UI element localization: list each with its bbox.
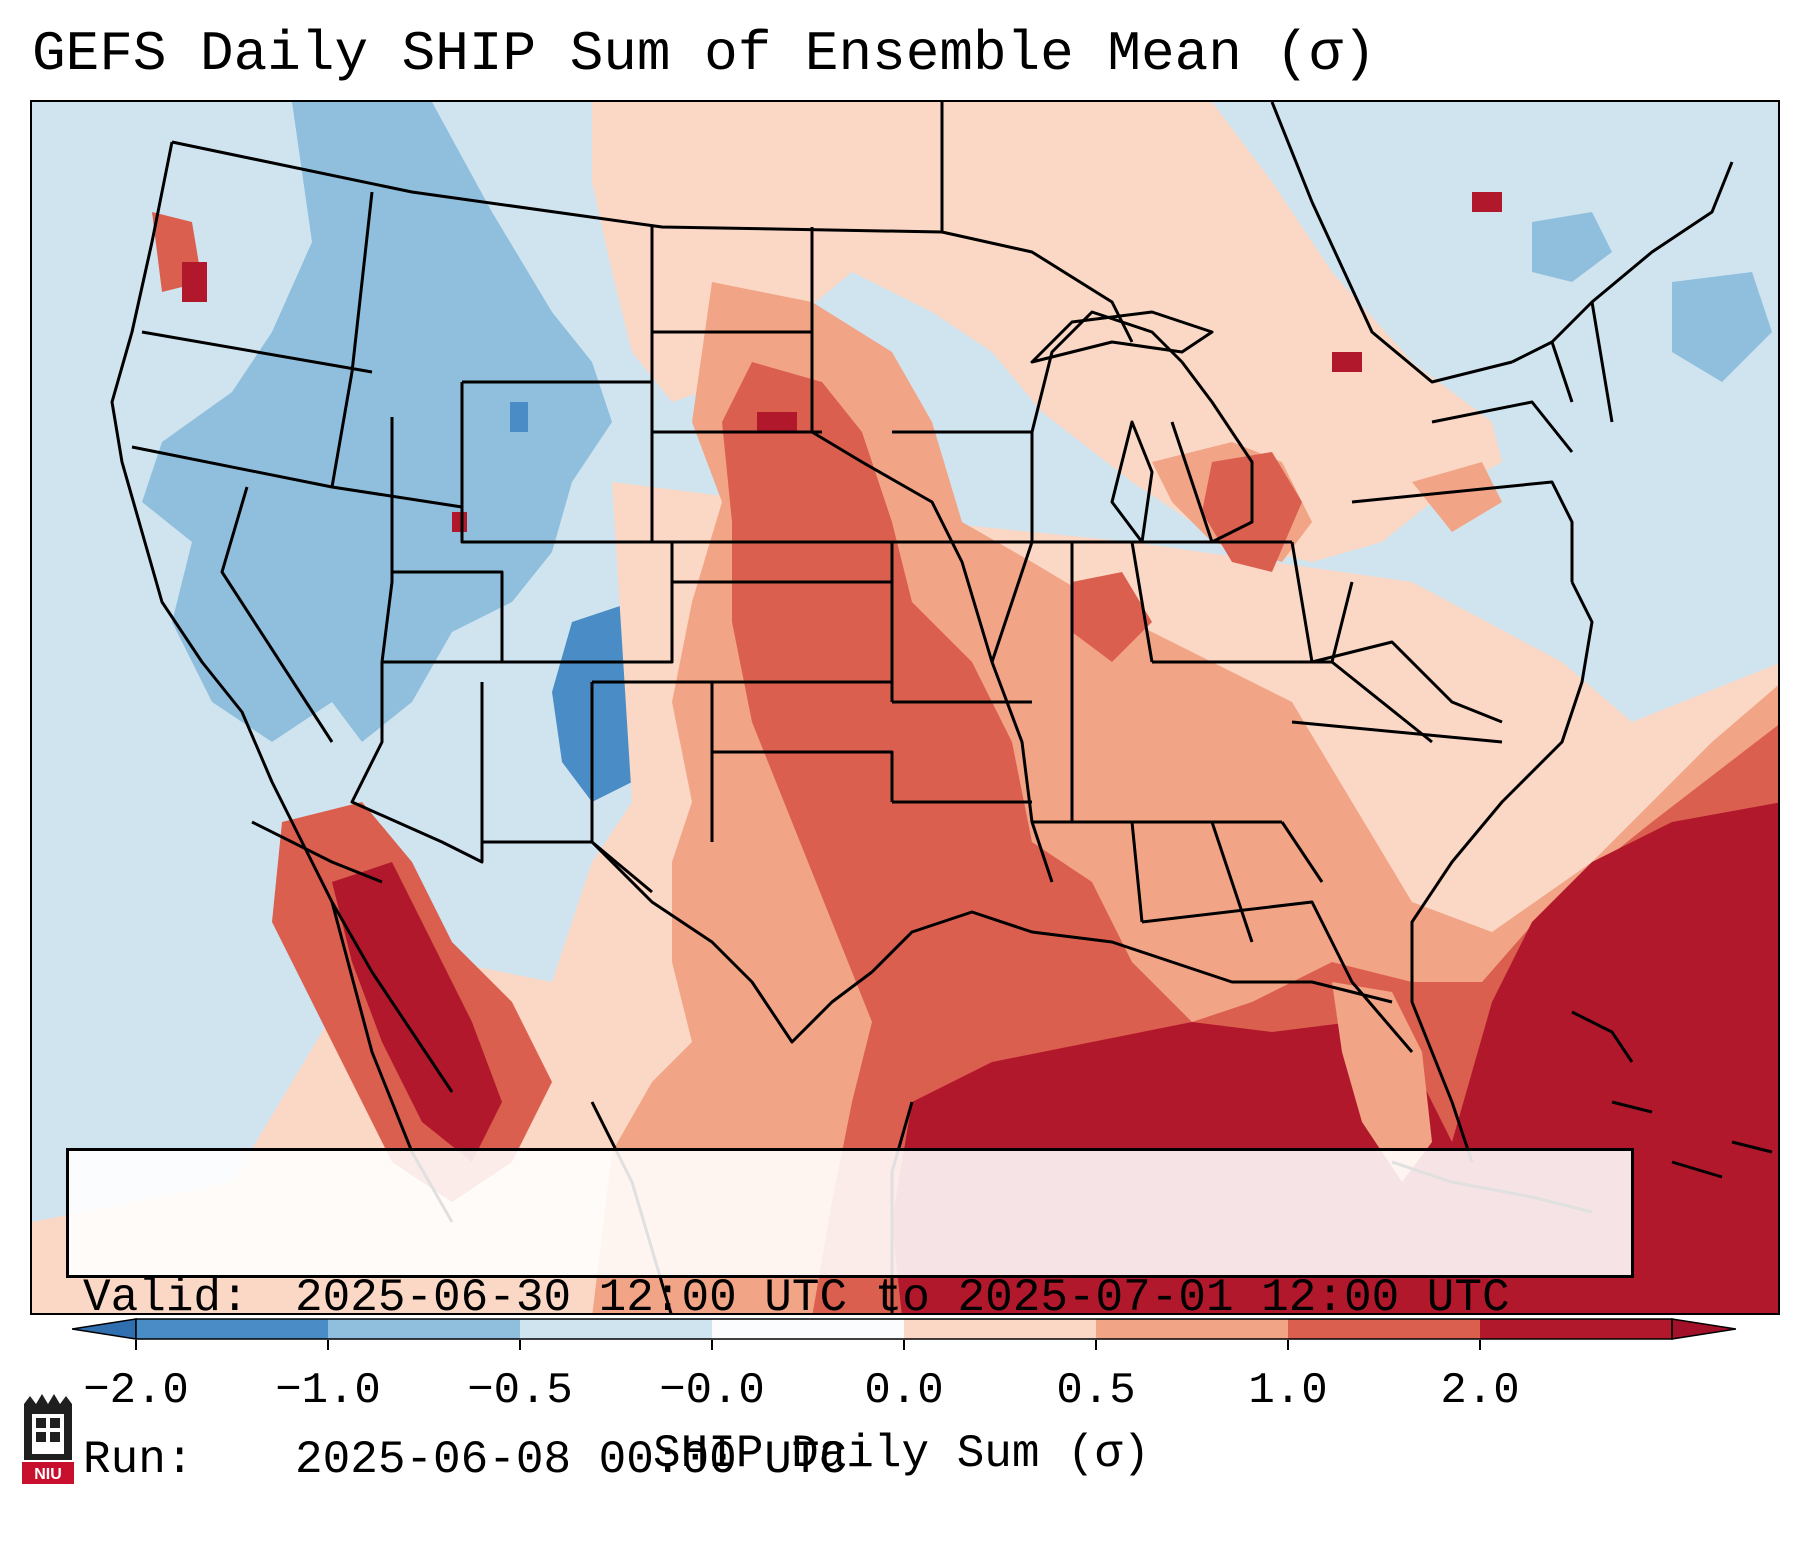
field-north-central-positive — [592, 102, 1502, 562]
run-row: Run: 2025-06-08 00:00 UTC — [83, 1433, 1617, 1487]
colorbar-bin — [1288, 1319, 1481, 1339]
valid-value: 2025-06-30 12:00 UTC to 2025-07-01 12:00… — [295, 1272, 1510, 1324]
run-label: Run: — [83, 1434, 194, 1486]
colorbar-bin — [712, 1319, 905, 1339]
colorbar-extend-high — [1671, 1318, 1736, 1340]
logo-text: NIU — [34, 1466, 62, 1483]
colorbar-tick-label: −0.0 — [659, 1366, 765, 1416]
colorbar-tick — [903, 1340, 905, 1350]
colorbar-tick — [327, 1340, 329, 1350]
map-title: GEFS Daily SHIP Sum of Ensemble Mean (σ) — [32, 22, 1377, 86]
colorbar-bin — [136, 1319, 329, 1339]
valid-label: Valid: — [83, 1272, 249, 1324]
colorbar-bin — [520, 1319, 713, 1339]
colorbar-tick-label: −2.0 — [83, 1366, 189, 1416]
valid-run-info-box: Valid: 2025-06-30 12:00 UTC to 2025-07-01… — [66, 1148, 1634, 1486]
colorbar-tick — [1479, 1340, 1481, 1350]
state-boundaries — [110, 102, 1734, 1313]
colorbar-bin — [904, 1319, 1097, 1339]
run-value: 2025-06-08 00:00 UTC — [295, 1434, 848, 1486]
field-rockies-negative — [142, 102, 612, 742]
colorbar-tick — [1095, 1340, 1097, 1350]
valid-row: Valid: 2025-06-30 12:00 UTC to 2025-07-01… — [83, 1271, 1617, 1325]
colorbar-bin — [1096, 1319, 1289, 1339]
colorbar-tick-label: 1.0 — [1248, 1366, 1328, 1416]
ship-anomaly-map — [32, 102, 1778, 1313]
colorbar-tick-label: 0.5 — [1056, 1366, 1136, 1416]
colorbar-ticks: −2.0 −1.0 −0.5 −0.0 0.0 0.5 1.0 2.0 — [0, 1340, 1803, 1416]
colorbar-tick-label: −1.0 — [275, 1366, 381, 1416]
colorbar-tick-label: −0.5 — [467, 1366, 573, 1416]
colorbar-tick — [711, 1340, 713, 1350]
colorbar-title: SHIP Daily Sum (σ) — [653, 1428, 1150, 1480]
colorbar-tick-label: 0.0 — [864, 1366, 944, 1416]
colorbar-extend-low — [72, 1318, 137, 1340]
colorbar-tick — [1287, 1340, 1289, 1350]
colorbar — [72, 1318, 1736, 1340]
colorbar-bin — [328, 1319, 521, 1339]
colorbar-tick-label: 2.0 — [1440, 1366, 1520, 1416]
niu-logo-icon: NIU — [22, 1394, 74, 1484]
colorbar-tick — [519, 1340, 521, 1350]
colorbar-bin — [1480, 1319, 1673, 1339]
colorbar-tick — [135, 1340, 137, 1350]
map-panel — [30, 100, 1780, 1315]
